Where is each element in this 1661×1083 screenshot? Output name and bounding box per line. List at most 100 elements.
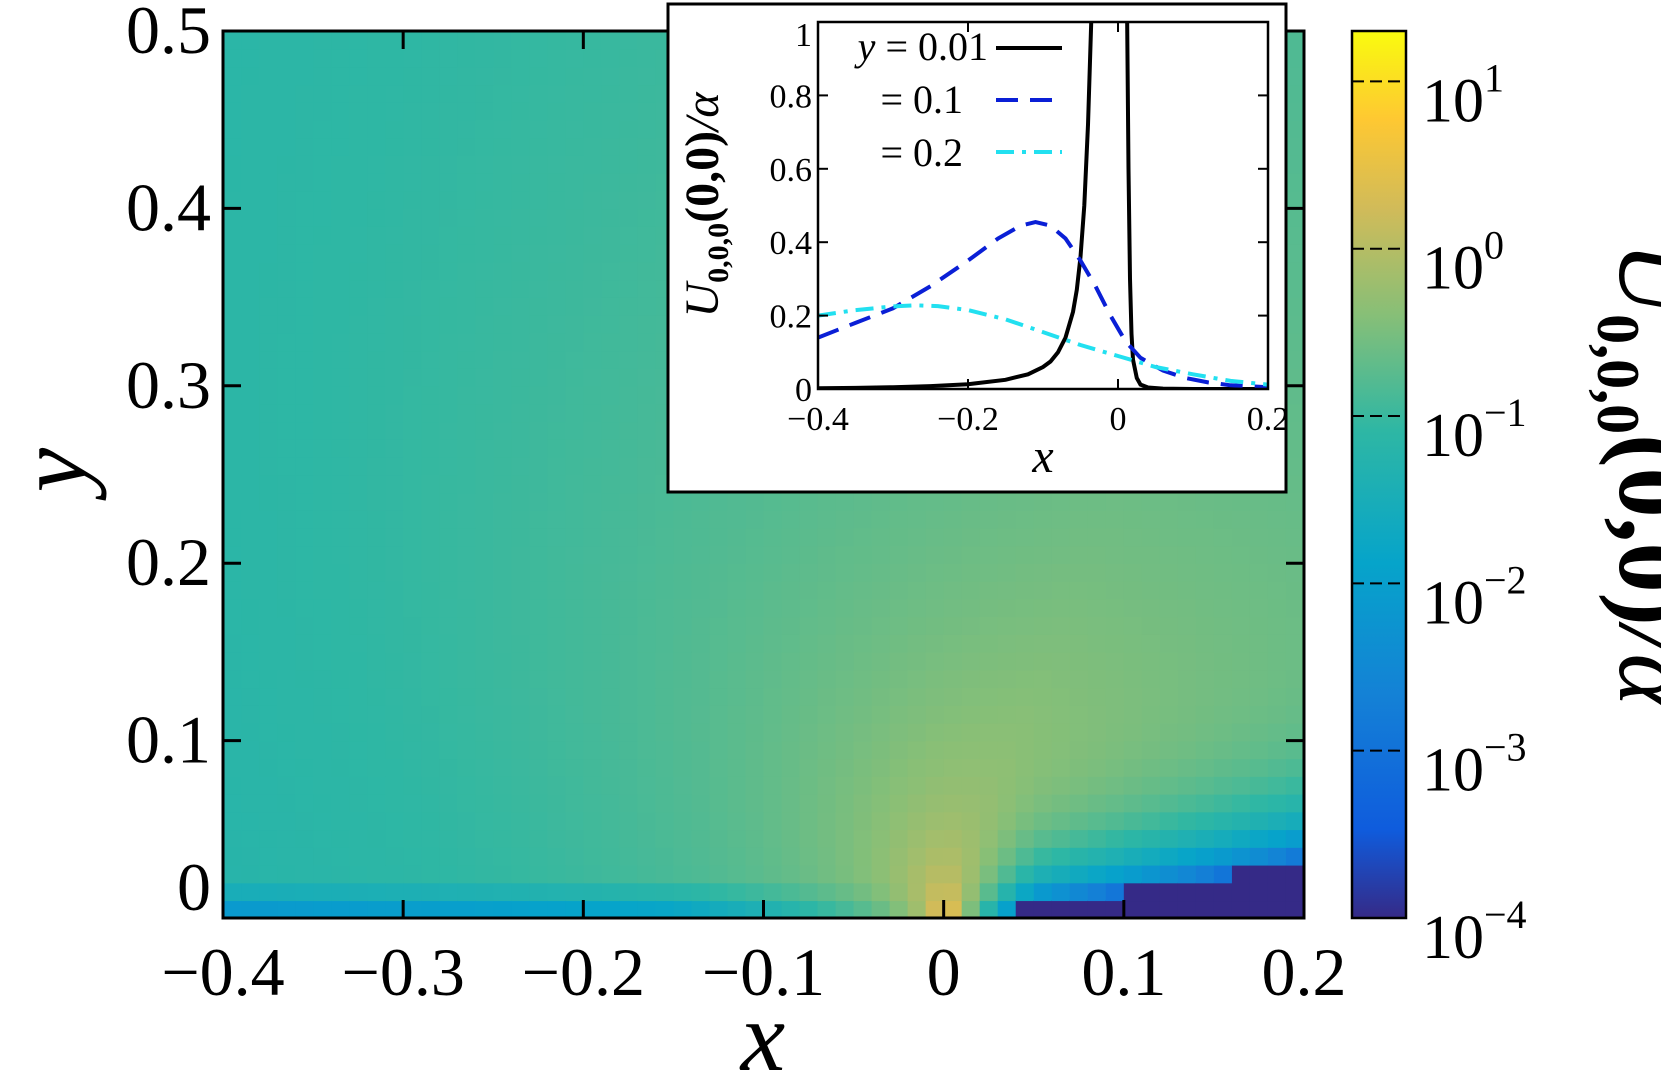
heatmap-cell xyxy=(619,634,639,653)
heatmap-cell xyxy=(583,829,603,848)
heatmap-cell xyxy=(1159,669,1179,689)
heatmap-cell xyxy=(313,261,332,281)
heatmap-cell xyxy=(1123,847,1143,866)
heatmap-cell xyxy=(799,563,819,582)
heatmap-cell xyxy=(1051,580,1071,600)
heatmap-cell xyxy=(403,687,422,706)
heatmap-cell xyxy=(889,527,909,547)
heatmap-cell xyxy=(241,279,260,298)
heatmap-cell xyxy=(1285,332,1304,352)
heatmap-cell xyxy=(907,492,927,511)
heatmap-cell xyxy=(403,492,422,511)
heatmap-cell xyxy=(1123,829,1143,848)
heatmap-cell xyxy=(1249,634,1269,653)
heatmap-cell xyxy=(907,900,927,918)
heatmap-cell xyxy=(403,847,422,866)
heatmap-cell xyxy=(583,385,603,405)
heatmap-cell xyxy=(961,580,981,600)
heatmap-cell xyxy=(565,190,585,210)
heatmap-cell xyxy=(619,31,639,50)
heatmap-cell xyxy=(457,350,477,369)
heatmap-cell xyxy=(601,509,621,529)
heatmap-cell xyxy=(961,563,981,582)
heatmap-cell xyxy=(979,669,999,689)
heatmap-cell xyxy=(709,616,729,635)
heatmap-cell xyxy=(403,137,422,156)
heatmap-cell xyxy=(565,243,585,263)
heatmap-cell xyxy=(619,882,639,902)
heatmap-cell xyxy=(727,616,747,635)
heatmap-cell xyxy=(565,687,585,706)
heatmap-cell xyxy=(709,829,729,848)
heatmap-cell xyxy=(565,509,585,529)
heatmap-cell xyxy=(313,385,332,405)
heatmap-cell xyxy=(331,474,350,494)
heatmap-cell xyxy=(475,84,495,103)
heatmap-cell xyxy=(1285,119,1304,139)
heatmap-cell xyxy=(439,332,459,352)
heatmap-cell xyxy=(619,243,639,263)
heatmap-cell xyxy=(493,439,513,458)
heatmap-cell xyxy=(331,439,350,458)
heatmap-cell xyxy=(1051,864,1071,884)
heatmap-cell xyxy=(547,634,567,653)
heatmap-cell xyxy=(583,687,603,706)
heatmap-cell xyxy=(637,332,657,352)
heatmap-cell xyxy=(529,208,549,227)
heatmap-cell xyxy=(259,66,278,86)
heatmap-cell xyxy=(403,84,422,103)
heatmap-cell xyxy=(853,616,873,635)
heatmap-cell xyxy=(385,616,404,635)
heatmap-cell xyxy=(511,385,531,405)
heatmap-cell xyxy=(241,829,260,848)
heatmap-cell xyxy=(349,421,368,440)
heatmap-cell xyxy=(241,616,260,635)
heatmap-cell xyxy=(1141,793,1161,813)
heatmap-cell xyxy=(493,900,513,918)
heatmap-cell xyxy=(691,829,711,848)
heatmap-cell xyxy=(385,279,404,298)
heatmap-cell xyxy=(637,634,657,653)
heatmap-cell xyxy=(529,350,549,369)
heatmap-cell xyxy=(313,226,332,245)
heatmap-cell xyxy=(439,580,459,600)
heatmap-cell xyxy=(781,705,801,724)
heatmap-cell xyxy=(331,616,350,635)
heatmap-cell xyxy=(1105,705,1125,724)
heatmap-cell xyxy=(1285,740,1304,760)
heatmap-cell xyxy=(1267,776,1287,795)
heatmap-cell xyxy=(1033,545,1053,564)
heatmap-cell xyxy=(277,421,296,440)
heatmap-cell xyxy=(655,527,675,547)
heatmap-cell xyxy=(997,634,1017,653)
heatmap-cell xyxy=(1123,669,1143,689)
heatmap-cell xyxy=(655,900,675,918)
heatmap-cell xyxy=(709,776,729,795)
heatmap-cell xyxy=(241,261,260,281)
heatmap-cell xyxy=(817,705,837,724)
heatmap-cell xyxy=(277,31,296,50)
heatmap-cell xyxy=(655,829,675,848)
heatmap-cell xyxy=(313,616,332,635)
heatmap-cell xyxy=(781,527,801,547)
heatmap-cell xyxy=(241,350,260,369)
heatmap-cell xyxy=(403,190,422,210)
heatmap-cell xyxy=(349,616,368,635)
heatmap-cell xyxy=(997,882,1017,902)
heatmap-cell xyxy=(331,48,350,68)
heatmap-cell xyxy=(1105,616,1125,635)
heatmap-cell xyxy=(1213,900,1233,918)
heatmap-cell xyxy=(1159,722,1179,742)
heatmap-cell xyxy=(1051,651,1071,671)
heatmap-cell xyxy=(1249,705,1269,724)
heatmap-cell xyxy=(403,580,422,600)
heatmap-cell xyxy=(403,31,422,50)
heatmap-cell xyxy=(277,758,296,777)
heatmap-cell xyxy=(637,580,657,600)
heatmap-cell xyxy=(259,829,278,848)
heatmap-cell xyxy=(727,882,747,902)
heatmap-cell xyxy=(1033,492,1053,511)
heatmap-cell xyxy=(349,882,368,902)
heatmap-cell xyxy=(421,297,440,316)
